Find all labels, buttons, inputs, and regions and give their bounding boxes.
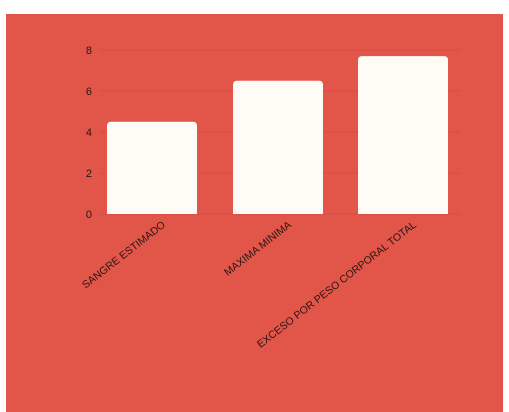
y-tick-label-2: 2 bbox=[86, 168, 92, 180]
y-tick-label-4: 4 bbox=[86, 127, 92, 139]
y-tick-label-0: 0 bbox=[86, 209, 92, 221]
bar-2 bbox=[358, 56, 448, 214]
x-category-label-0: SANGRE ESTIMADO bbox=[80, 219, 168, 291]
bar-0 bbox=[107, 122, 197, 214]
bar-1 bbox=[233, 81, 323, 214]
y-tick-label-8: 8 bbox=[86, 45, 92, 57]
y-tick-label-6: 6 bbox=[86, 86, 92, 98]
x-category-label-1: MAXIMA MINIMA bbox=[222, 219, 294, 279]
